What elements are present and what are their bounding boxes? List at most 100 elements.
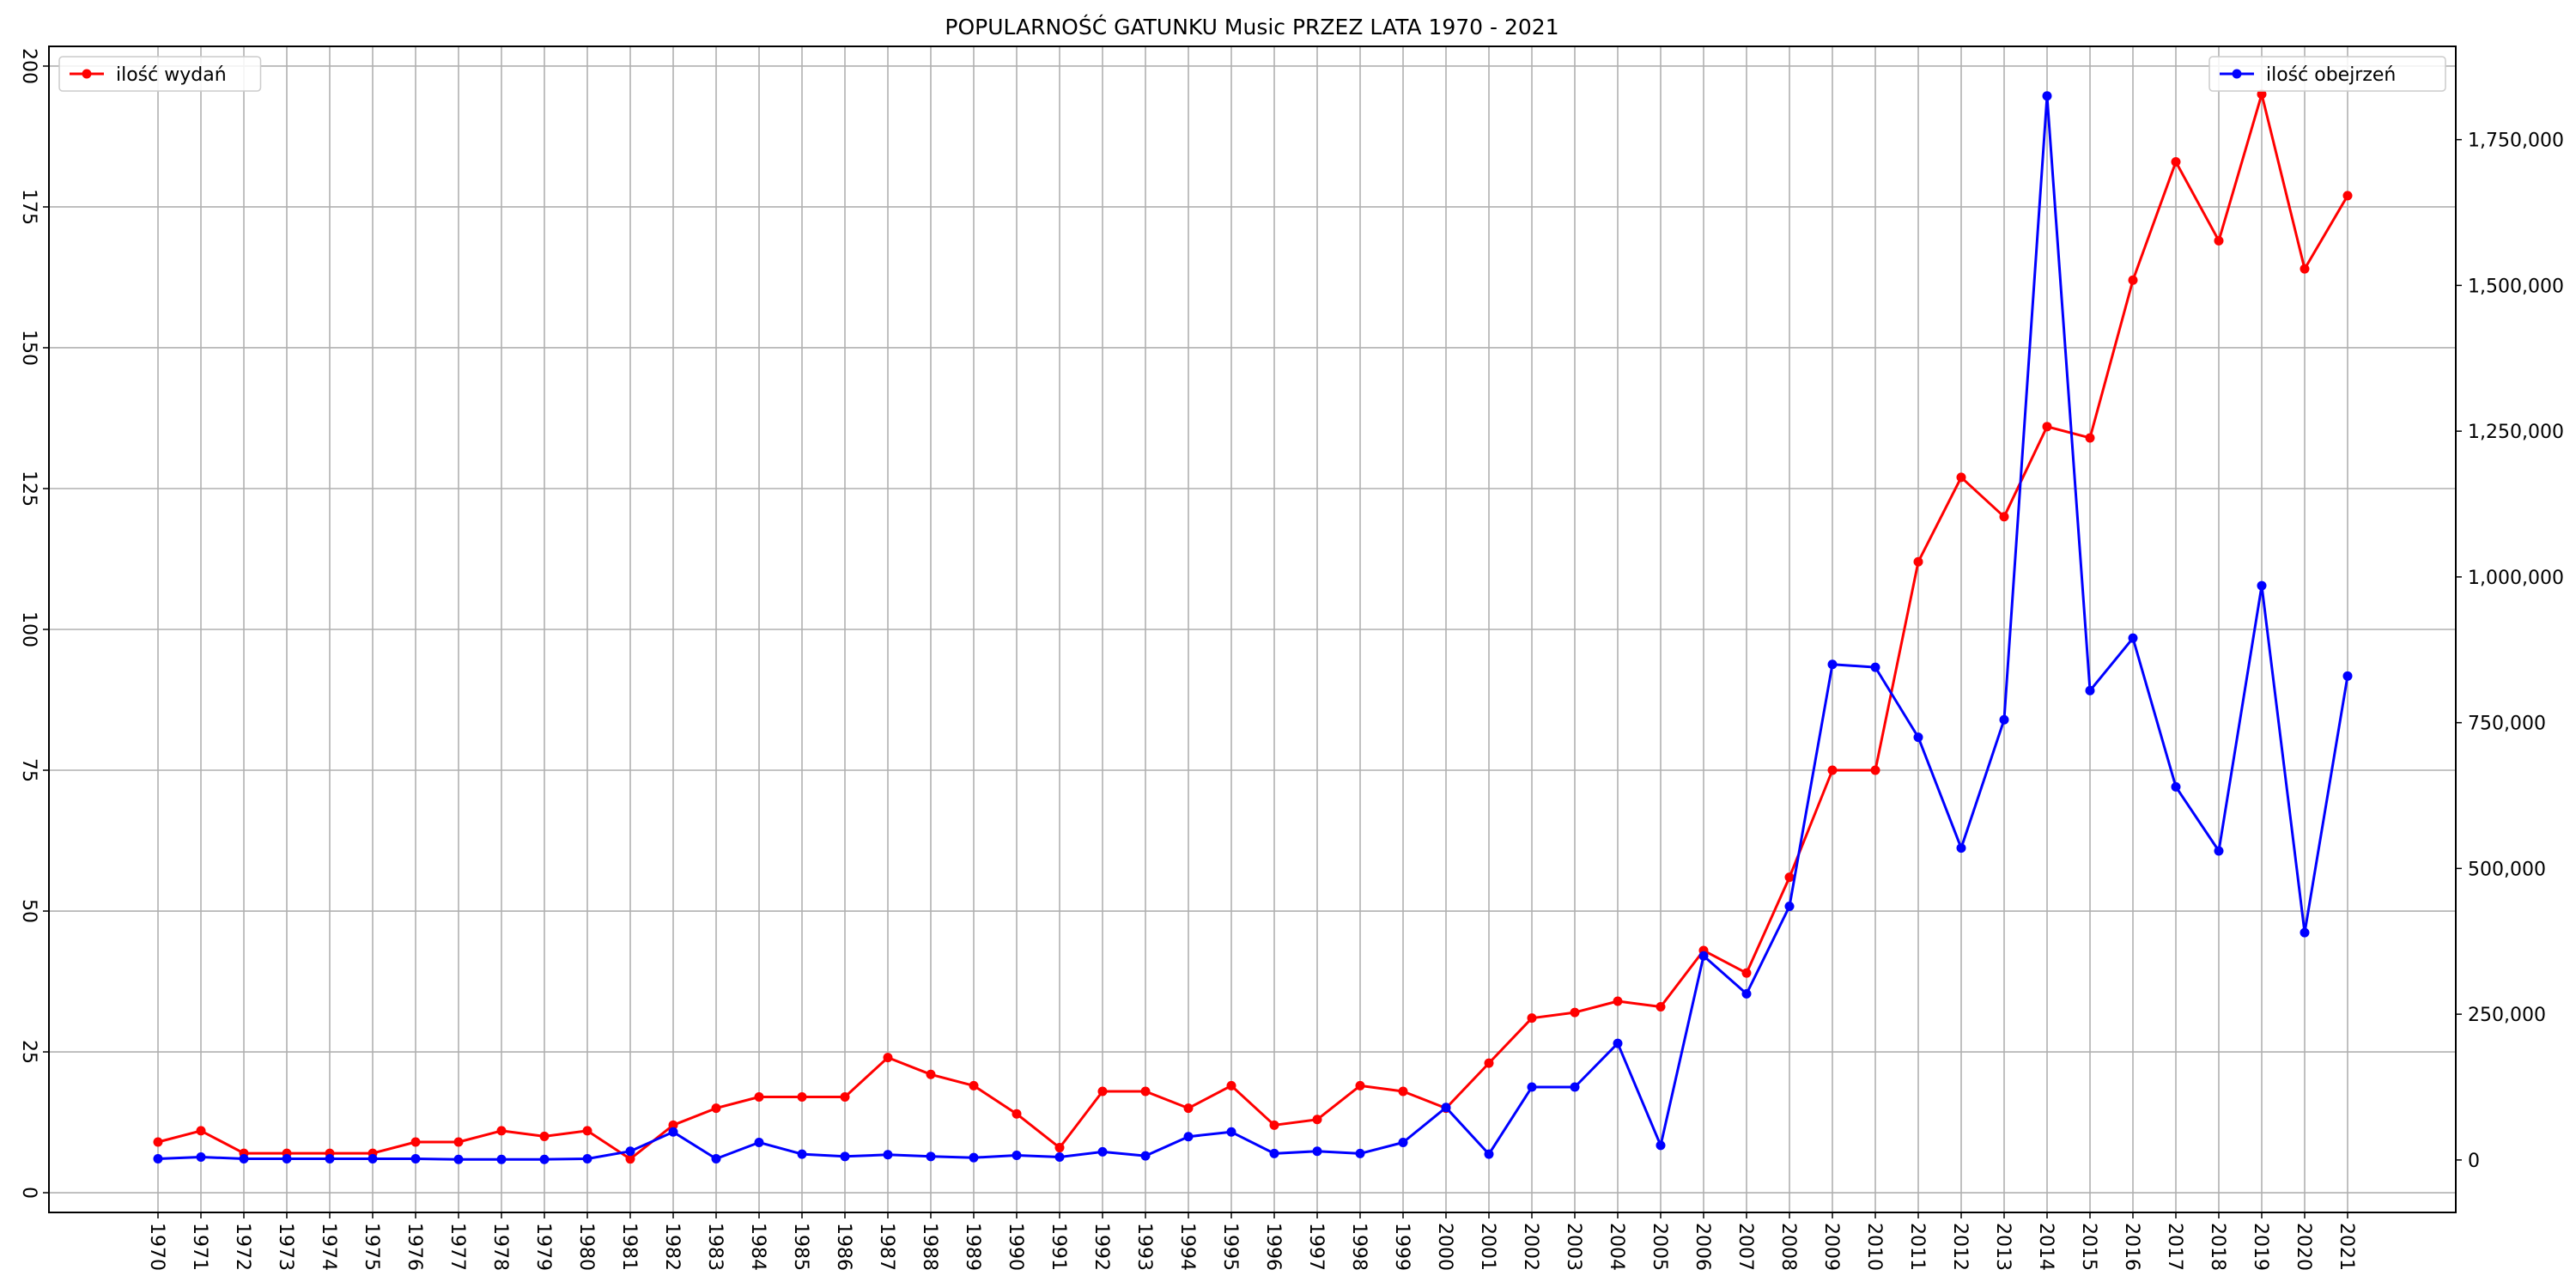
series-1-point bbox=[754, 1138, 764, 1148]
series-0-point bbox=[539, 1131, 550, 1141]
series-0-point bbox=[2042, 422, 2052, 432]
x-tick-label: 1977 bbox=[447, 1223, 468, 1271]
series-1-point bbox=[410, 1154, 421, 1164]
series-1-point bbox=[1613, 1038, 1623, 1048]
series-1-point bbox=[1784, 902, 1795, 912]
series-1-point bbox=[2085, 685, 2095, 696]
series-1-point bbox=[1741, 988, 1752, 999]
series-1-point bbox=[1183, 1132, 1194, 1142]
legend-left: ilość wydań bbox=[58, 56, 262, 92]
series-1-point bbox=[2300, 927, 2310, 938]
series-0-point bbox=[2214, 235, 2224, 246]
x-tick-label: 1995 bbox=[1219, 1223, 1241, 1271]
series-0-point bbox=[410, 1137, 421, 1147]
x-tick-label: 1994 bbox=[1176, 1223, 1198, 1271]
right-y-axis: 0 250,000 500,000 750,000 1,000,000 1,250,000… bbox=[2456, 131, 2564, 1172]
x-tick-label: 2016 bbox=[2121, 1223, 2142, 1271]
left-tick-label: 25 bbox=[18, 1040, 39, 1064]
series-1-point bbox=[1656, 1140, 1666, 1151]
series-1-point bbox=[1012, 1150, 1022, 1160]
x-tick-label: 2017 bbox=[2164, 1223, 2185, 1271]
series-1-point bbox=[1441, 1103, 1451, 1113]
series-0-point bbox=[625, 1154, 635, 1164]
x-tick-label: 1996 bbox=[1262, 1223, 1284, 1271]
x-tick-label: 1986 bbox=[833, 1223, 854, 1271]
x-tick-label: 2001 bbox=[1477, 1223, 1498, 1271]
x-tick-label: 1981 bbox=[618, 1223, 640, 1271]
series-1-point bbox=[1398, 1138, 1408, 1148]
legend-label: ilość obejrzeń bbox=[2266, 64, 2396, 86]
series-0-point bbox=[711, 1103, 721, 1114]
series-1-point bbox=[1999, 714, 2009, 725]
series-1-point bbox=[453, 1154, 464, 1164]
series-1-point bbox=[1269, 1148, 1279, 1158]
series-0-point bbox=[1012, 1109, 1022, 1119]
series-0-point bbox=[196, 1126, 206, 1136]
right-tick-label: 1,250,000 bbox=[2468, 422, 2564, 443]
series-1-point bbox=[1870, 662, 1880, 672]
series-1-point bbox=[153, 1154, 163, 1164]
x-tick-label: 1970 bbox=[146, 1223, 167, 1271]
series-1-point bbox=[1226, 1127, 1236, 1137]
x-tick-label: 1975 bbox=[361, 1223, 382, 1271]
x-tick-label: 2008 bbox=[1777, 1223, 1799, 1271]
series-1-point bbox=[325, 1154, 335, 1164]
x-tick-label: 2014 bbox=[2035, 1223, 2057, 1271]
legend-box bbox=[58, 56, 262, 92]
series-1-point bbox=[368, 1154, 378, 1164]
series-1-point bbox=[2257, 580, 2267, 591]
x-tick-label: 1973 bbox=[275, 1223, 296, 1271]
series-0-point bbox=[2300, 264, 2310, 274]
series-1-point bbox=[2128, 633, 2138, 643]
series-0-point bbox=[883, 1053, 893, 1063]
series-1-point bbox=[282, 1154, 292, 1164]
right-tick-label: 1,750,000 bbox=[2468, 131, 2564, 152]
x-tick-label: 2000 bbox=[1434, 1223, 1455, 1271]
x-tick-label: 2019 bbox=[2250, 1223, 2271, 1271]
series-line-0 bbox=[157, 93, 2349, 1161]
series-1-point bbox=[1484, 1149, 1494, 1159]
x-tick-label: 1972 bbox=[232, 1223, 253, 1271]
x-tick-label: 1998 bbox=[1348, 1223, 1370, 1271]
series-0-point bbox=[1484, 1058, 1494, 1068]
series-0-point bbox=[1741, 968, 1752, 978]
x-tick-label: 1976 bbox=[404, 1223, 425, 1271]
series-0-point bbox=[668, 1120, 678, 1130]
series-0-point bbox=[453, 1137, 464, 1147]
x-tick-label: 2013 bbox=[1992, 1223, 2014, 1271]
x-tick-label: 1992 bbox=[1091, 1223, 1112, 1271]
series-0-point bbox=[1312, 1115, 1322, 1125]
left-tick-label: 125 bbox=[18, 471, 39, 507]
series-0-point bbox=[1398, 1086, 1408, 1097]
x-tick-label: 1991 bbox=[1048, 1223, 1069, 1271]
series-0-point bbox=[1570, 1007, 1580, 1018]
x-tick-label: 2005 bbox=[1649, 1223, 1670, 1271]
legend-label: ilość wydań bbox=[116, 64, 227, 86]
series-1-point bbox=[1054, 1151, 1065, 1162]
series-1-point bbox=[797, 1149, 807, 1159]
left-tick-label: 150 bbox=[18, 330, 39, 366]
series-0-point bbox=[1613, 996, 1623, 1006]
series-1-point bbox=[2171, 781, 2181, 792]
x-axis: 1970 1971 1972 1973 1974 1975 1976 1977 1978 1979… bbox=[146, 1212, 2357, 1271]
right-tick-label: 500,000 bbox=[2468, 859, 2546, 880]
x-tick-label: 2002 bbox=[1520, 1223, 1541, 1271]
series-1-point bbox=[840, 1151, 850, 1162]
series-0-point bbox=[496, 1126, 507, 1136]
left-tick-label: 100 bbox=[18, 611, 39, 647]
x-tick-label: 1989 bbox=[962, 1223, 983, 1271]
series-0-point bbox=[1054, 1143, 1065, 1153]
series-line-1 bbox=[157, 94, 2349, 1161]
series-0-point bbox=[582, 1126, 592, 1136]
series-0-point bbox=[1355, 1080, 1365, 1091]
right-tick-label: 250,000 bbox=[2468, 1005, 2546, 1026]
x-tick-label: 1987 bbox=[876, 1223, 897, 1271]
series-1-point bbox=[539, 1154, 550, 1164]
series-1-point bbox=[1312, 1146, 1322, 1157]
x-tick-label: 2009 bbox=[1820, 1223, 1842, 1271]
x-tick-label: 2006 bbox=[1692, 1223, 1713, 1271]
x-tick-label: 1971 bbox=[189, 1223, 210, 1271]
x-tick-label: 1983 bbox=[704, 1223, 726, 1271]
series-1-point bbox=[1140, 1151, 1151, 1161]
series-0-point bbox=[1656, 1002, 1666, 1012]
